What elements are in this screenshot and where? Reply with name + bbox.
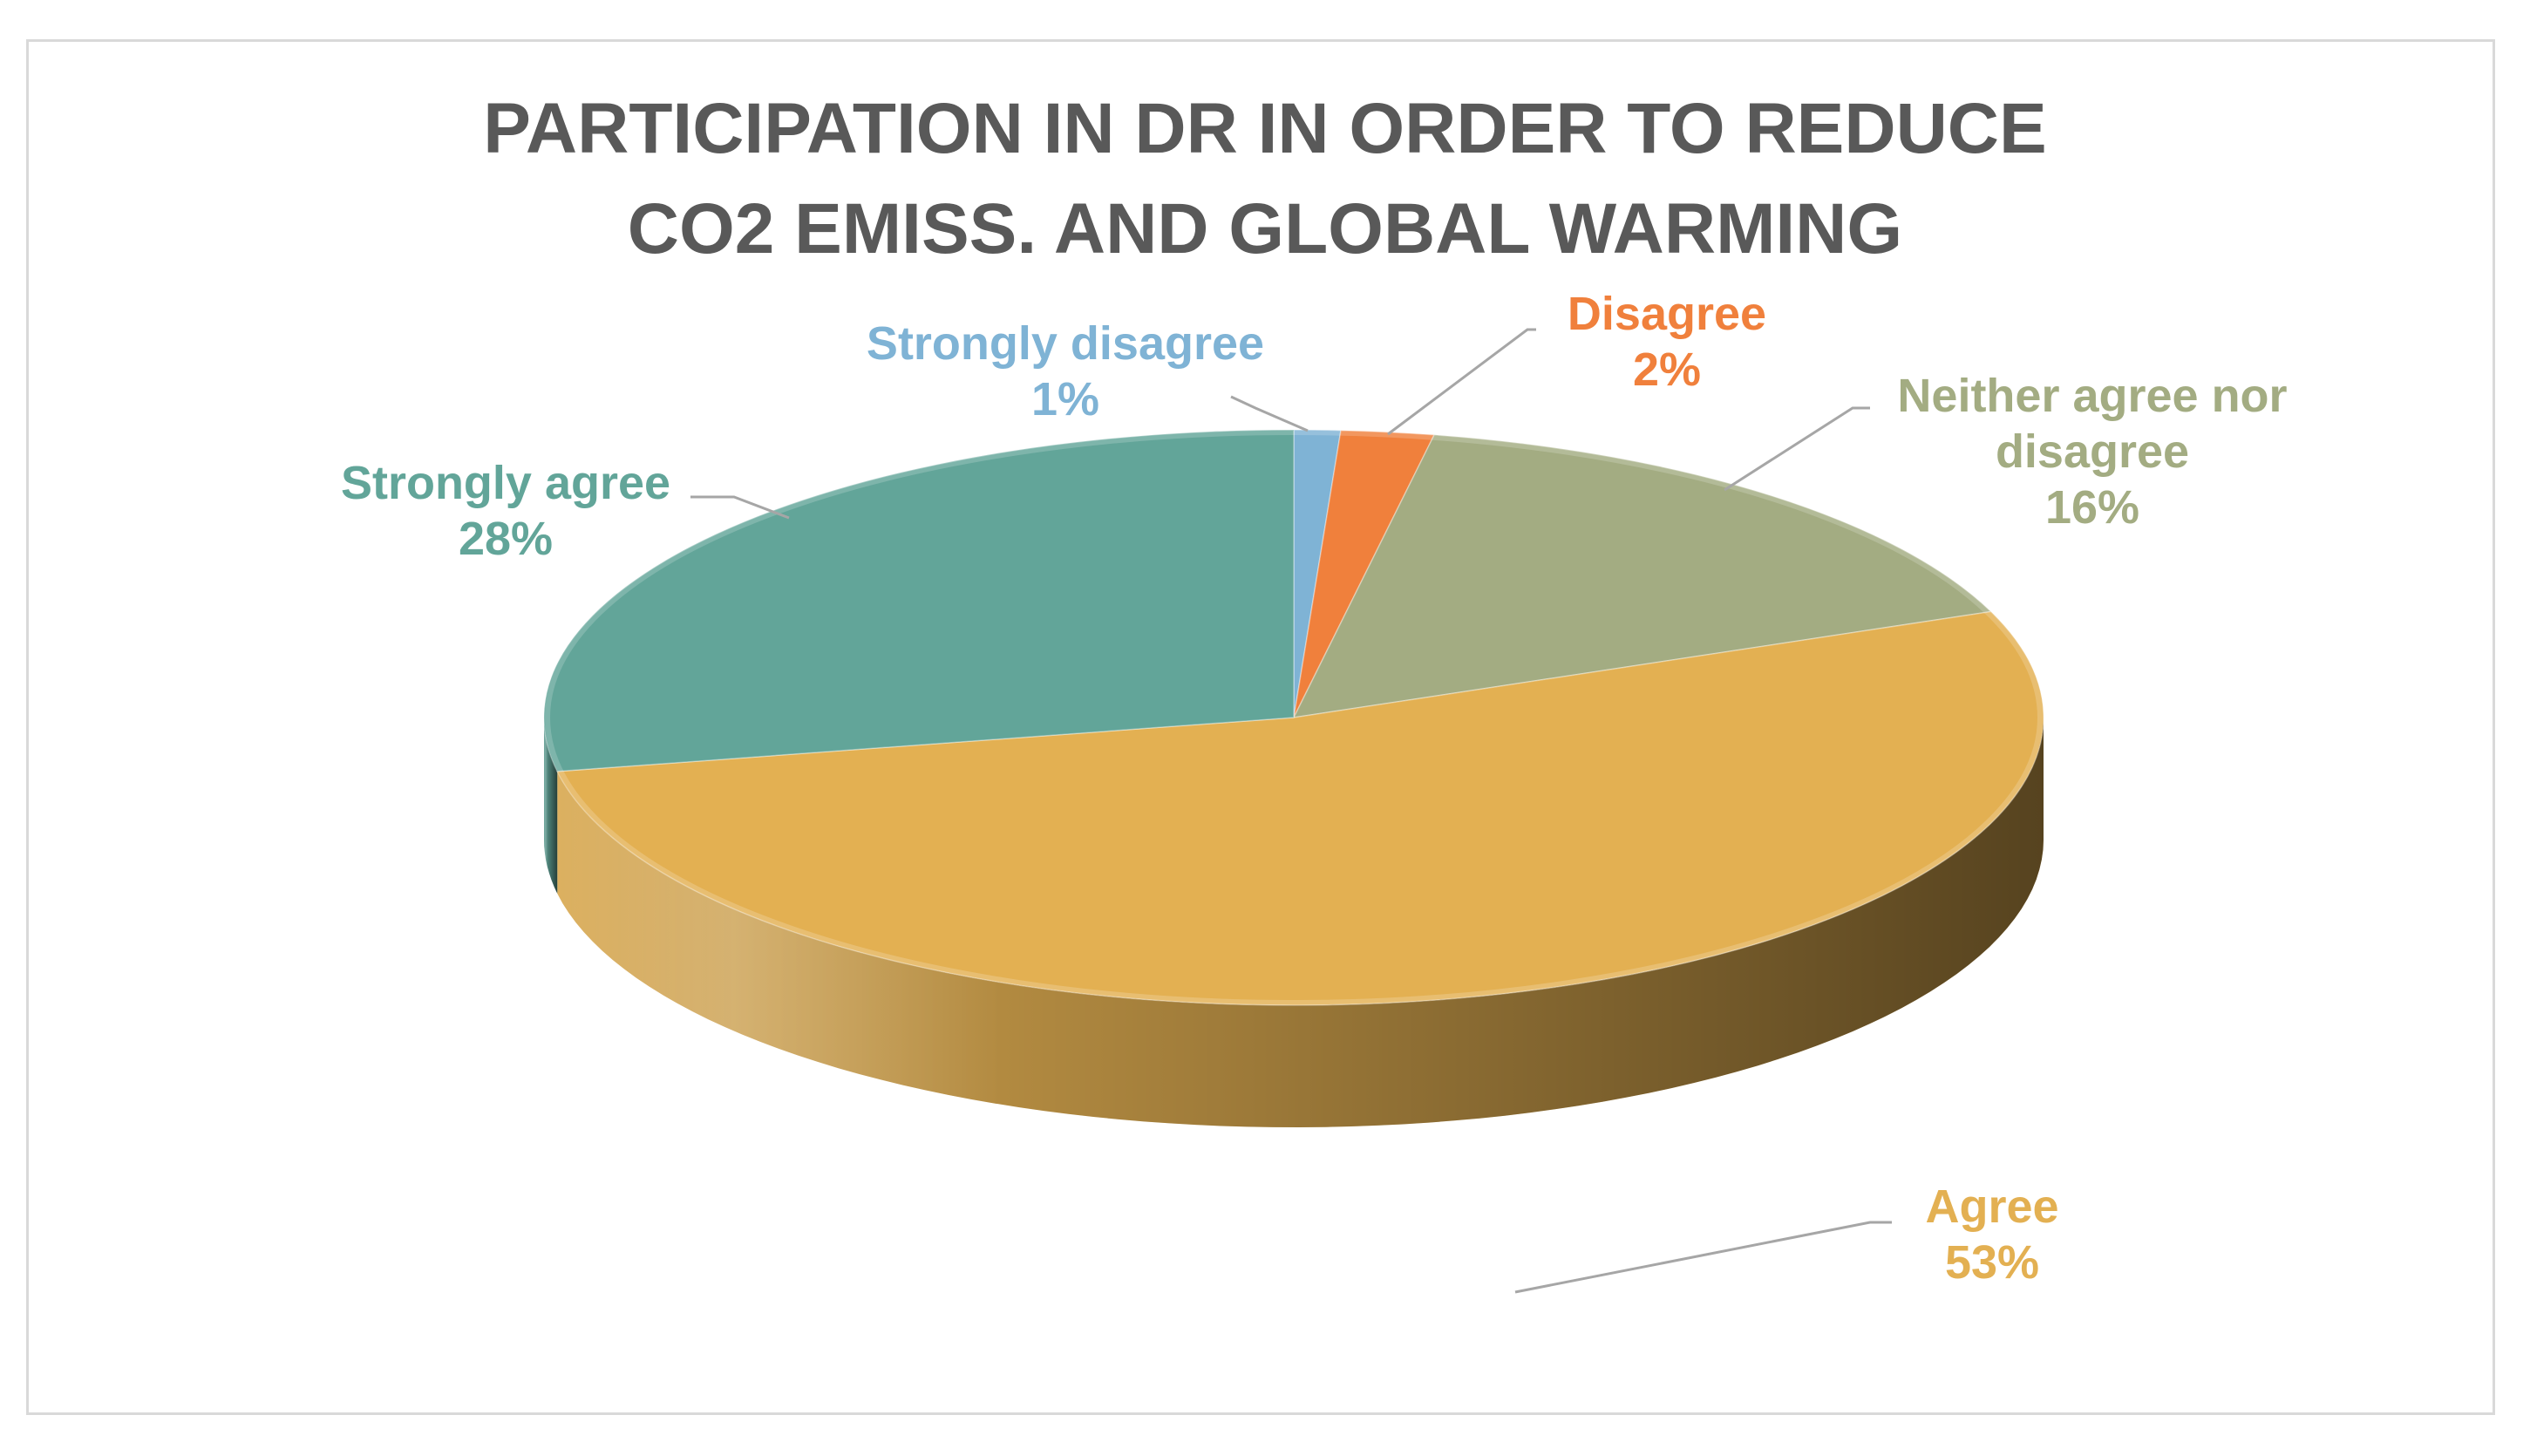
slice-agree: [556, 610, 2044, 1006]
leader-neither-agree-nor-disagree: [1724, 406, 1870, 492]
label-neither-agree-nor-disagree: Neither agree nor: [1897, 370, 2287, 422]
label-agree-percent: 53%: [1945, 1236, 2039, 1289]
slice-neither-agree-nor-disagree: [1292, 434, 1993, 718]
leader-agree: [1514, 1221, 1892, 1294]
rim-bevel: [545, 430, 2043, 1005]
label-agree: Agree: [1925, 1180, 2058, 1233]
label-strongly-disagree: Strongly disagree: [867, 317, 1264, 370]
label-neither-agree-nor-disagree-line-2: disagree: [1996, 425, 2189, 478]
leader-strongly-disagree: [1230, 395, 1309, 432]
label-disagree-percent: 2%: [1633, 344, 1701, 396]
label-strongly-disagree-percent: 1%: [1031, 373, 1099, 425]
slice-strongly-agree: [543, 429, 1295, 772]
slice-disagree: [1293, 429, 1436, 718]
leader-strongly-agree: [690, 495, 790, 520]
chart-title-line-1: PARTICIPATION IN DR IN ORDER TO REDUCE: [483, 89, 2046, 168]
slice-strongly-disagree: [1293, 429, 1342, 718]
pie-rim: [545, 430, 2043, 1005]
side-highlight-agree: [557, 718, 2044, 1127]
label-strongly-agree: Strongly agree: [341, 457, 670, 509]
leader-lines: [690, 328, 1892, 1294]
label-strongly-agree-percent: 28%: [459, 513, 553, 565]
side-highlight-strongly-agree: [544, 718, 558, 894]
pie-side-wall: [544, 718, 2044, 1127]
label-neither-agree-nor-disagree-percent: 16%: [2045, 481, 2139, 534]
pie-top-face: [543, 429, 2044, 1006]
label-disagree: Disagree: [1568, 288, 1766, 340]
leader-disagree: [1387, 328, 1536, 436]
chart-title-line-2: CO2 EMISS. AND GLOBAL WARMING: [628, 189, 1902, 269]
